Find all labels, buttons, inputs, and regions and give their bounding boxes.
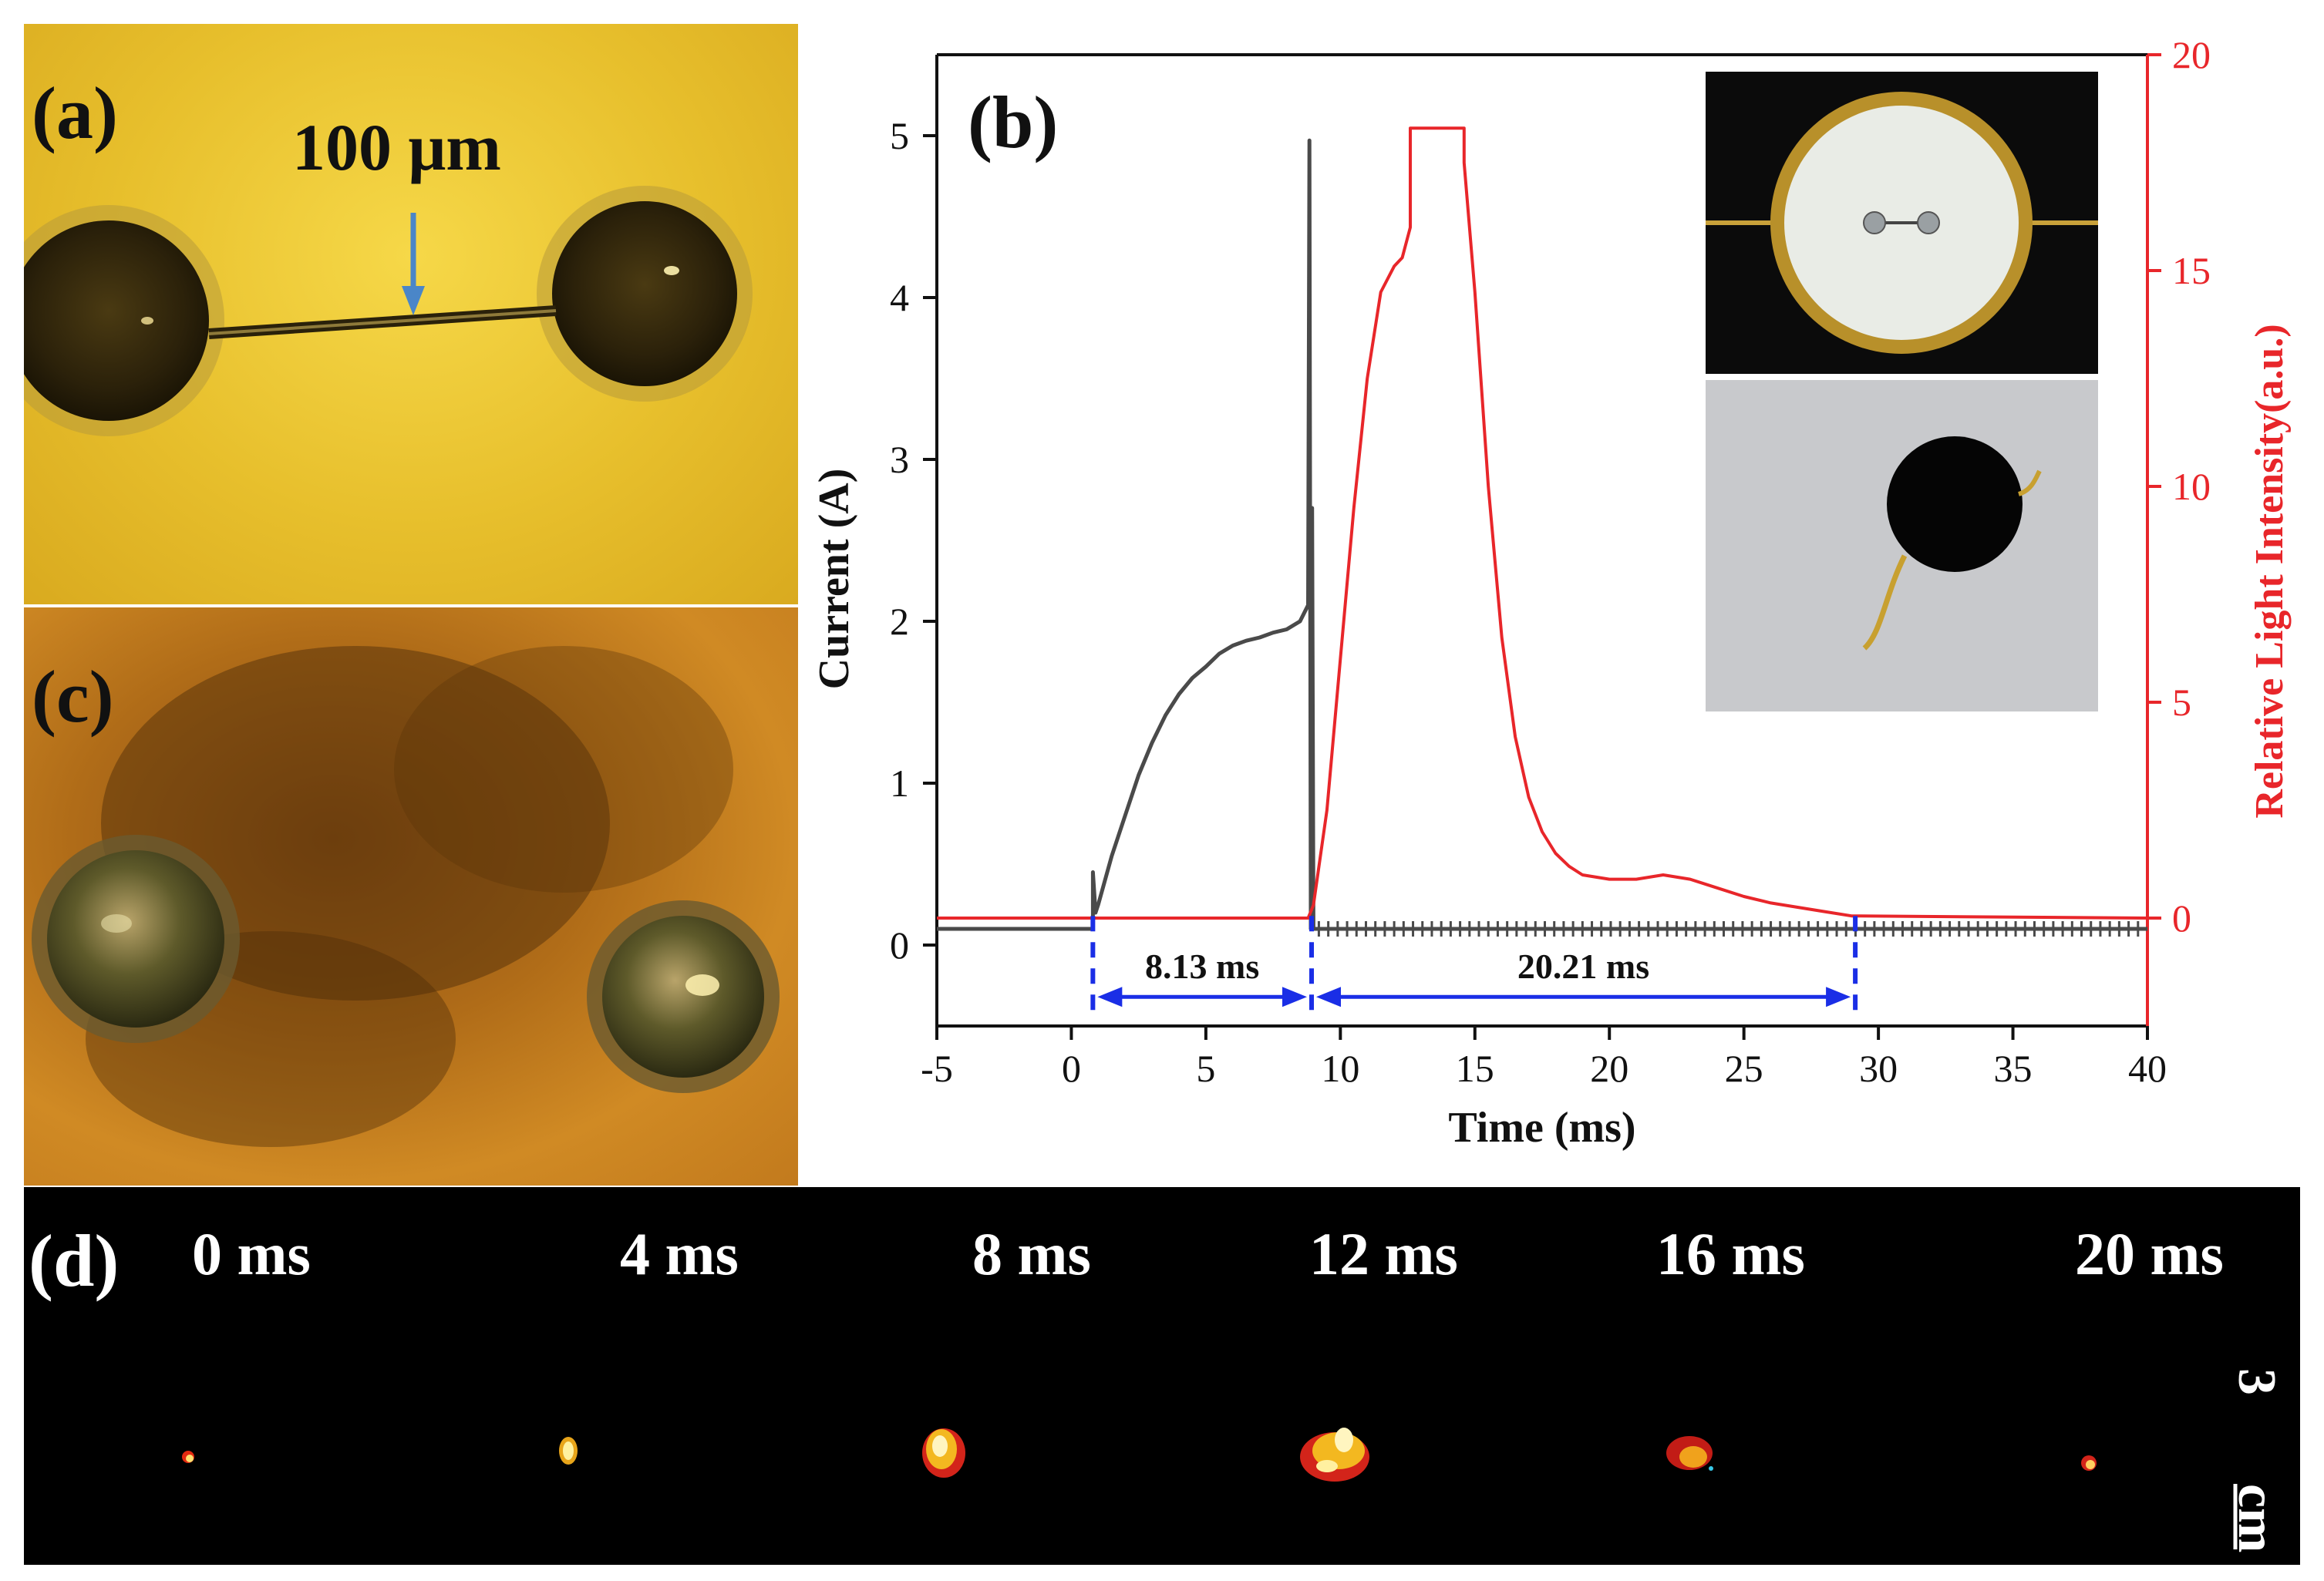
flash-blob-16ms xyxy=(1666,1436,1713,1471)
right-electrode xyxy=(552,201,737,386)
plot-area: -5 0 5 10 15 20 25 30 35 40 0 1 2 3 4 5 0 5 10 15 20 Time (ms… xyxy=(810,33,2292,1152)
current-line xyxy=(937,138,2147,931)
flash-blob-12ms xyxy=(1300,1428,1369,1482)
frame-label: 8 ms xyxy=(972,1220,1091,1287)
scale-bar-number: 3 xyxy=(2227,1368,2286,1395)
x-tick-label: 30 xyxy=(1859,1047,1898,1090)
y-tick-label: 1 xyxy=(890,762,909,805)
flash-frames xyxy=(182,1428,2238,1549)
arrowhead-right-icon xyxy=(1826,987,1851,1007)
bridge-micrograph xyxy=(24,186,753,436)
arrowhead-left-icon xyxy=(1097,987,1123,1007)
scale-bar-unit: cm xyxy=(2227,1484,2286,1553)
current-light-chart: -5 0 5 10 15 20 25 30 35 40 0 1 2 3 4 5 0 5 10 15 20 Time (ms… xyxy=(810,33,2292,1152)
x-tick-label: 20 xyxy=(1590,1047,1628,1090)
frame-label: 4 ms xyxy=(620,1220,739,1287)
y-tick-label: 3 xyxy=(890,438,909,481)
light-intensity-line xyxy=(937,126,2148,920)
scale-label: 100 μm xyxy=(292,110,501,184)
panel-b-letter: (b) xyxy=(968,81,1059,163)
residue-micrograph xyxy=(32,646,780,1147)
arrow-down-icon xyxy=(402,286,425,315)
panel-a-letter: (a) xyxy=(32,72,118,154)
y2-tick-label: 0 xyxy=(2172,896,2191,940)
duration-label: 20.21 ms xyxy=(1517,947,1649,986)
left-electrode xyxy=(47,850,224,1028)
flash-blob-0ms xyxy=(182,1451,194,1463)
y-tick-label: 4 xyxy=(890,276,909,319)
panel-a-image: (a) 100 μm xyxy=(24,24,798,604)
x-axis-label: Time (ms) xyxy=(1448,1104,1635,1152)
chart-overlay: 8.13 ms 20.21 ms xyxy=(1090,916,1858,1018)
flash-blob-8ms xyxy=(922,1428,965,1478)
x-tick-label: 5 xyxy=(1196,1047,1215,1090)
panel-d-frames: (d) 0 ms 4 ms 8 ms 12 ms 16 ms 20 ms 3 c… xyxy=(24,1187,2300,1565)
x-tick-label: 40 xyxy=(2128,1047,2167,1090)
frame-label: 0 ms xyxy=(192,1220,311,1287)
y-axis-label: Current (A) xyxy=(810,469,858,690)
x-tick-label: 10 xyxy=(1321,1047,1359,1090)
y2-tick-label: 20 xyxy=(2172,33,2211,76)
y-tick-label: 2 xyxy=(890,600,909,643)
frame-label: 12 ms xyxy=(1309,1220,1458,1287)
panel-b-chart: -5 0 5 10 15 20 25 30 35 40 0 1 2 3 4 5 0 5 10 15 20 Time (ms… xyxy=(802,24,2302,1188)
flash-blob-20ms xyxy=(2081,1455,2097,1471)
flash-blob-4ms xyxy=(559,1437,578,1465)
y2-tick-label: 5 xyxy=(2172,681,2191,724)
frame-label: 16 ms xyxy=(1656,1220,1805,1287)
panel-c-image: (c) xyxy=(24,607,798,1186)
x-tick-label: 35 xyxy=(1994,1047,2033,1090)
y2-tick-label: 15 xyxy=(2172,249,2211,292)
arrowhead-left-icon xyxy=(1316,987,1342,1007)
arrowhead-right-icon xyxy=(1282,987,1308,1007)
panel-d-letter: (d) xyxy=(29,1219,120,1302)
y-tick-label: 5 xyxy=(890,114,909,157)
x-tick-label: 25 xyxy=(1725,1047,1763,1090)
y2-tick-label: 10 xyxy=(2172,465,2211,508)
frame-label: 20 ms xyxy=(2075,1220,2224,1287)
duration-label: 8.13 ms xyxy=(1145,947,1259,986)
left-electrode xyxy=(24,220,209,421)
x-tick-label: 0 xyxy=(1062,1047,1081,1090)
right-electrode xyxy=(602,916,764,1078)
y-tick-label: 0 xyxy=(890,923,909,967)
x-tick-label: 15 xyxy=(1456,1047,1494,1090)
inset-photo-top xyxy=(1706,72,2098,374)
panel-c-letter: (c) xyxy=(32,655,114,738)
x-tick-label: -5 xyxy=(921,1047,953,1090)
inset-photo-bottom xyxy=(1706,380,2098,711)
y2-axis-label: Relative Light Intensity(a.u.) xyxy=(2248,324,2292,818)
